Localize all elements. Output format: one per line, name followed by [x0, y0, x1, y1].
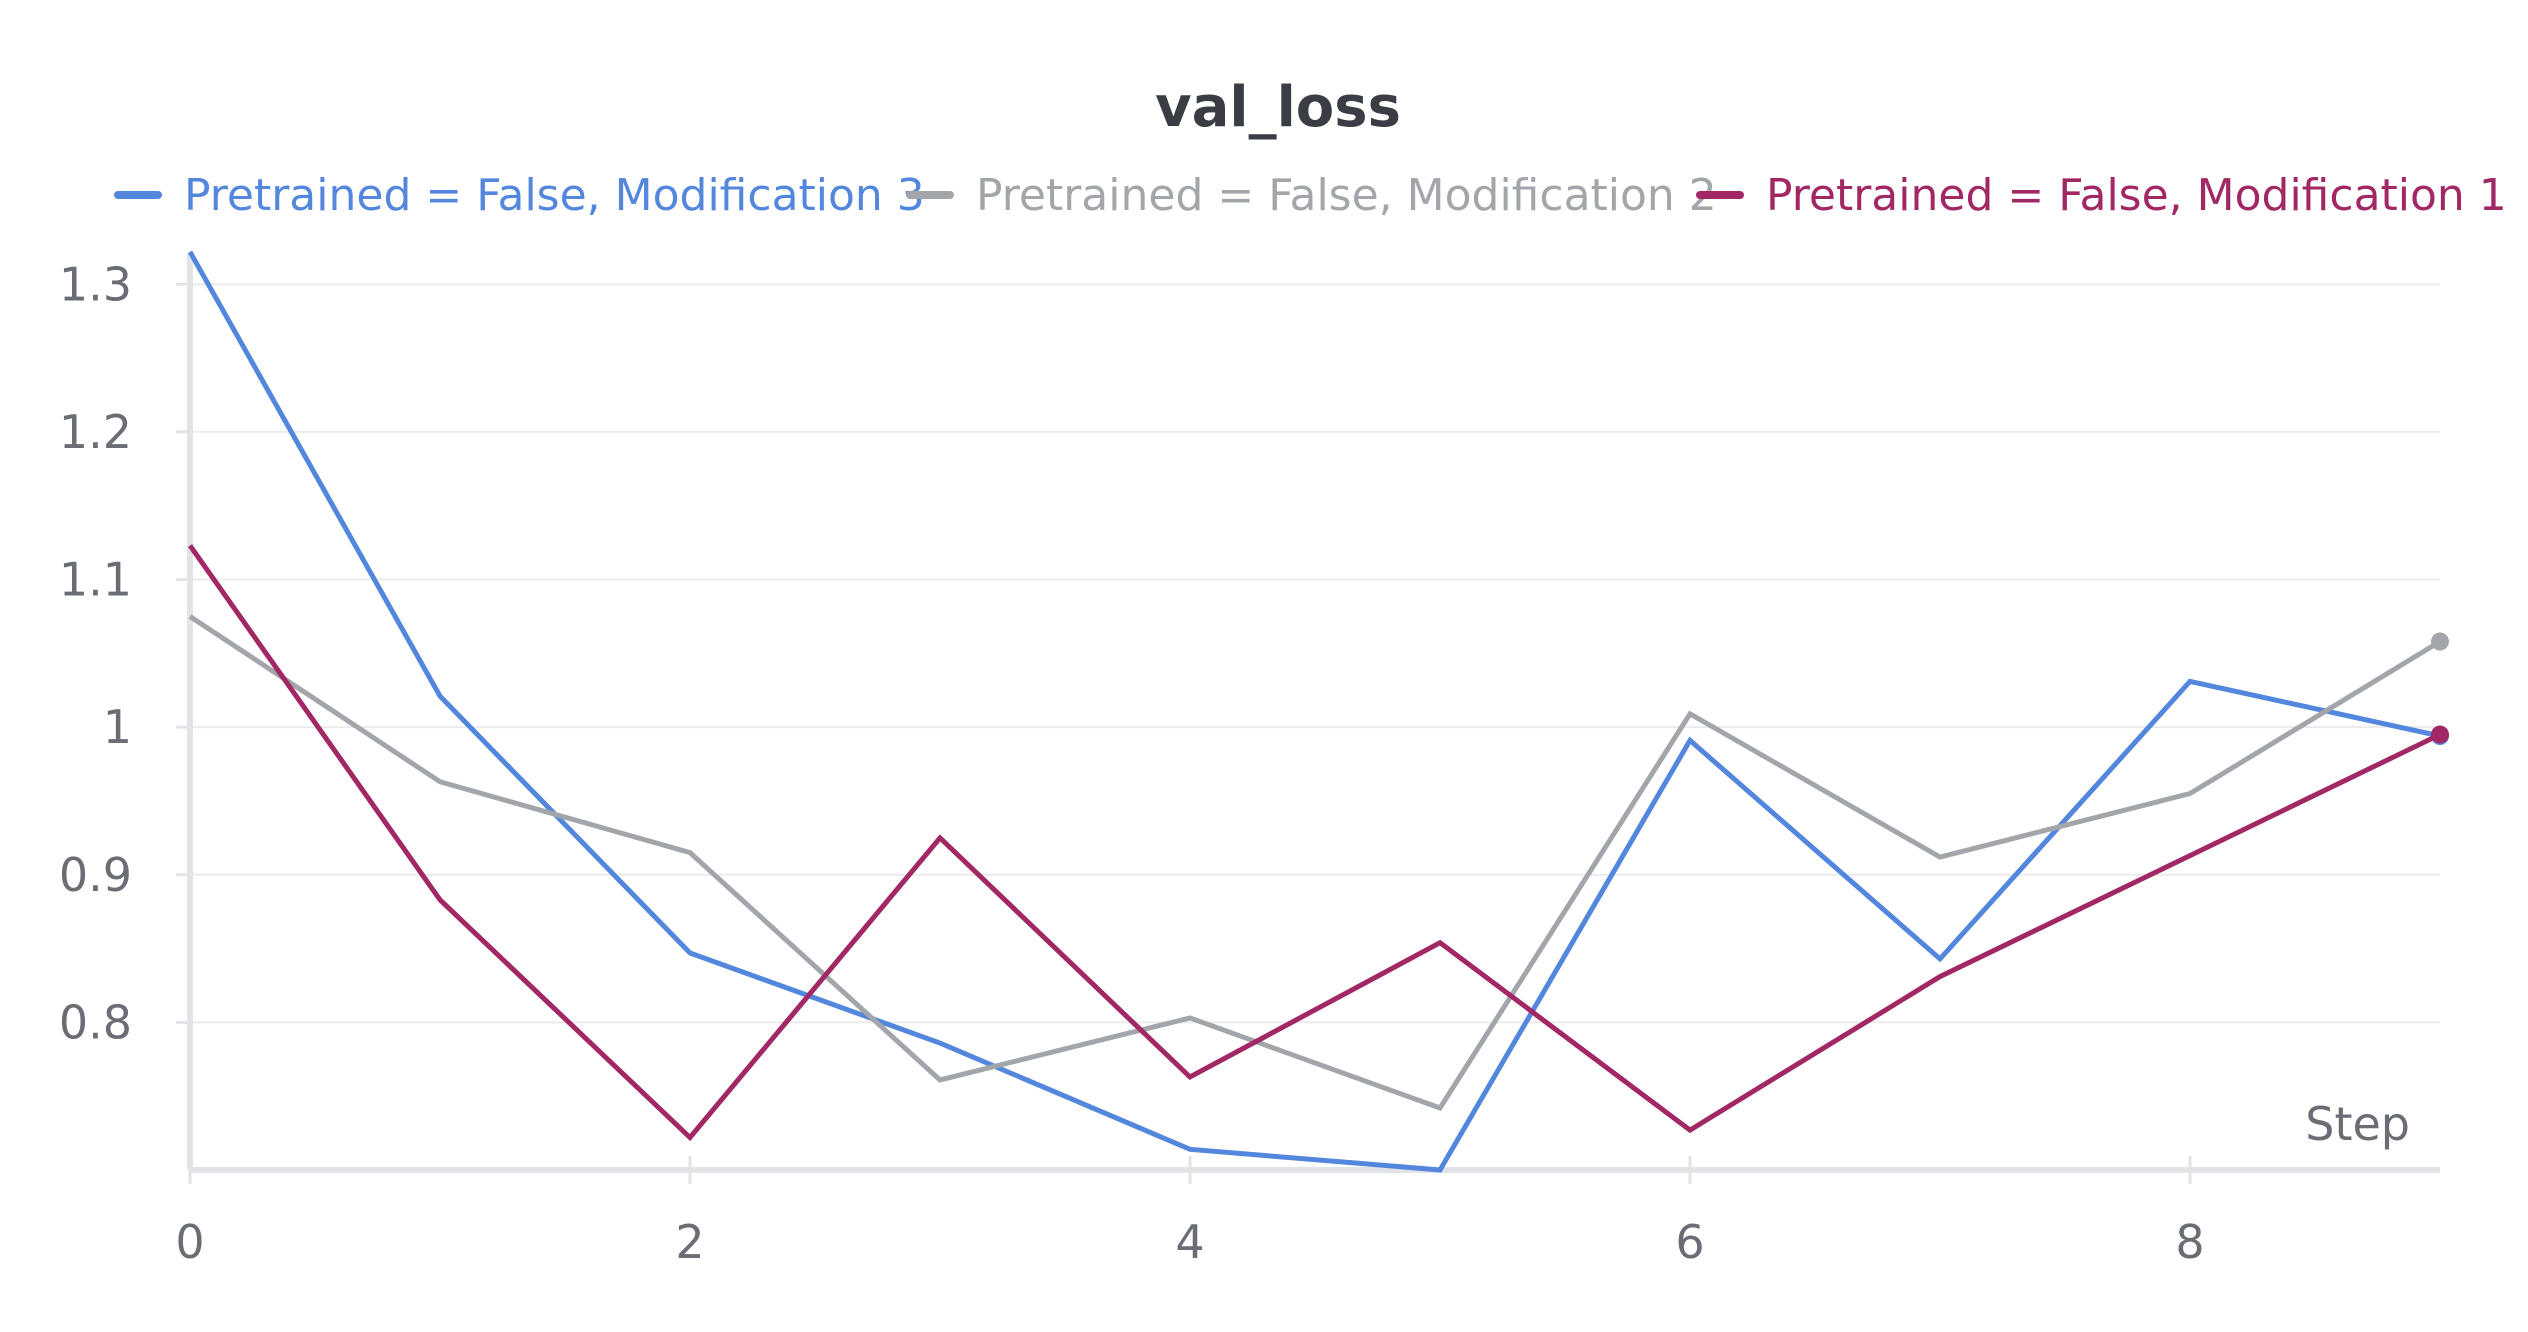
y-tick-label-4: 1.2 — [59, 405, 132, 459]
series-end-point-1 — [2431, 632, 2449, 651]
legend-label-0: Pretrained = False, Modification 3 — [184, 170, 925, 221]
x-axis-ticks: 0 2 4 6 8 — [175, 1156, 2205, 1269]
x-axis-label: Step — [2305, 1097, 2410, 1151]
y-tick-label-1: 0.9 — [59, 848, 132, 902]
y-tick-label-2: 1 — [103, 700, 132, 754]
series-line-1 — [188, 614, 2442, 1112]
x-tick-label-2: 4 — [1175, 1215, 1204, 1269]
series-end-point-2 — [2431, 725, 2449, 744]
axes — [187, 254, 2440, 1173]
x-tick-label-1: 2 — [675, 1215, 704, 1269]
x-tick-label-4: 8 — [2175, 1215, 2204, 1269]
y-tick-label-5: 1.3 — [59, 257, 132, 311]
series-line-0 — [187, 250, 2441, 1173]
y-axis-ticks: 0.8 0.9 1 1.1 1.2 1.3 — [59, 257, 190, 1049]
series-line-2 — [187, 544, 2442, 1142]
y-tick-label-3: 1.1 — [59, 553, 132, 607]
legend-label-1: Pretrained = False, Modification 2 — [976, 170, 1717, 221]
legend-label-2: Pretrained = False, Modification 1 — [1766, 170, 2507, 221]
chart-title: val_loss — [1155, 75, 1401, 140]
legend: Pretrained = False, Modification 3 Pretra… — [114, 170, 2507, 221]
x-tick-label-0: 0 — [175, 1215, 204, 1269]
y-tick-label-0: 0.8 — [59, 995, 132, 1049]
x-tick-label-3: 6 — [1675, 1215, 1704, 1269]
series-lines — [187, 250, 2449, 1173]
grid-lines — [190, 283, 2440, 1024]
